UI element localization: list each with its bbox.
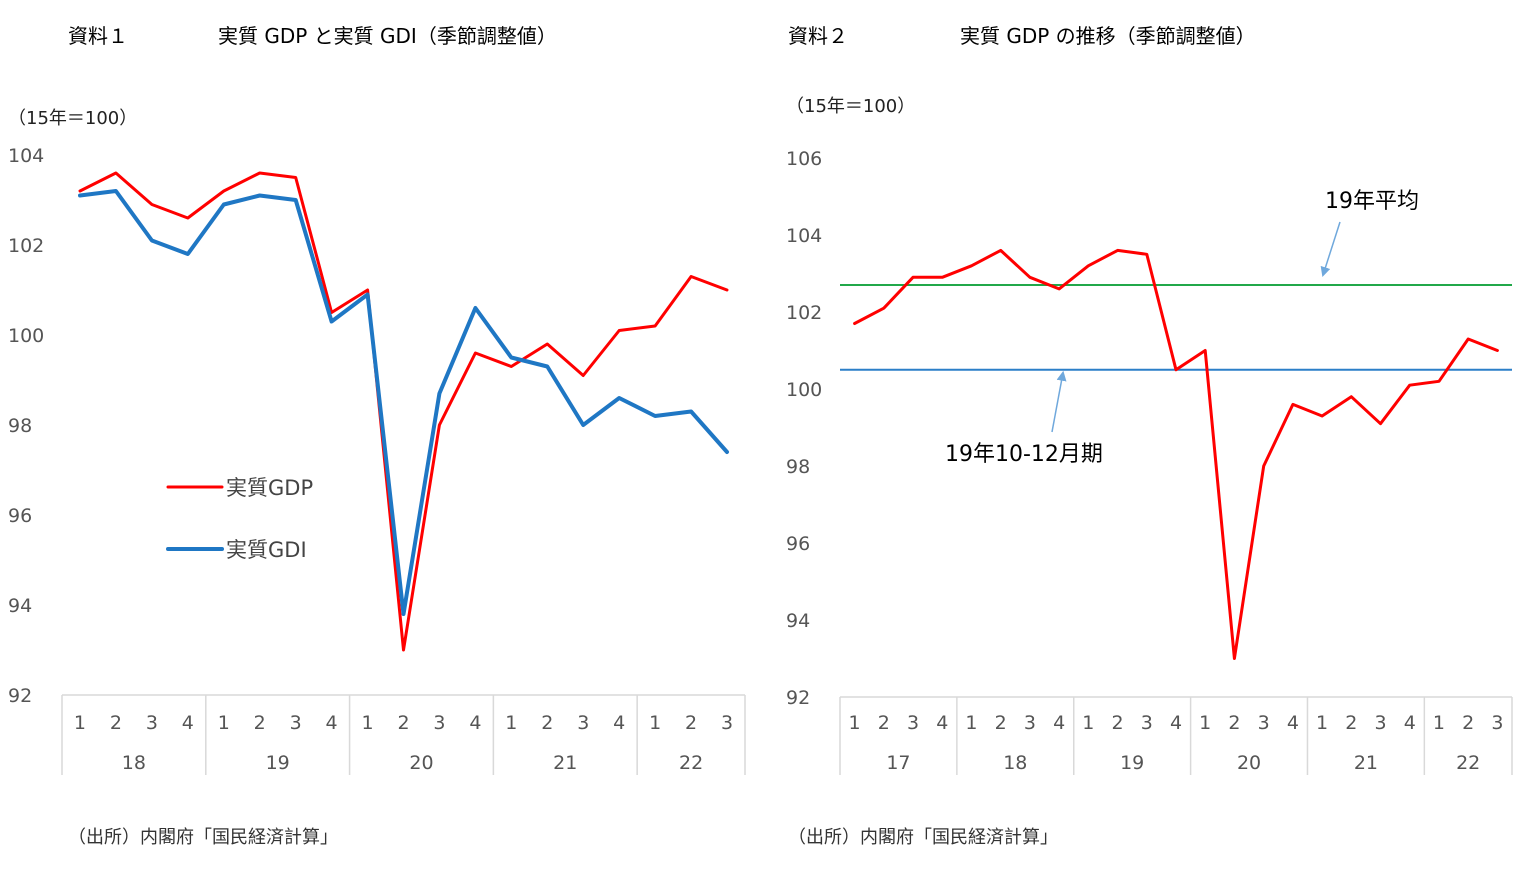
quarter-label: 4 <box>469 712 481 734</box>
y-tick-label: 92 <box>8 685 32 707</box>
quarter-label: 1 <box>218 712 230 734</box>
right-y-unit: （15年＝100） <box>786 96 916 117</box>
y-tick-label: 96 <box>8 505 32 527</box>
quarter-label: 4 <box>1287 712 1299 734</box>
quarter-label: 3 <box>146 712 158 734</box>
quarter-label: 2 <box>397 712 409 734</box>
quarter-label: 2 <box>110 712 122 734</box>
quarter-label: 1 <box>1433 712 1445 734</box>
y-tick-label: 104 <box>8 145 44 167</box>
quarter-label: 3 <box>433 712 445 734</box>
quarter-label: 3 <box>907 712 919 734</box>
series-line-gdi <box>78 189 729 616</box>
quarter-label: 4 <box>1404 712 1416 734</box>
avg-2019-annotation: 19年平均 <box>1325 189 1419 214</box>
y-tick-label: 94 <box>8 595 32 617</box>
year-label: 19 <box>266 752 290 774</box>
year-label: 18 <box>122 752 146 774</box>
y-tick-label: 102 <box>8 235 44 257</box>
right-source-note: （出所）内閣府「国民経済計算」 <box>788 827 1058 848</box>
y-tick-label: 98 <box>786 456 810 478</box>
right-chart-title: 実質 GDP の推移（季節調整値） <box>960 24 1256 48</box>
q4-2019-arrow <box>1051 370 1067 433</box>
y-tick-label: 96 <box>786 533 810 555</box>
quarter-label: 4 <box>182 712 194 734</box>
quarter-label: 1 <box>1316 712 1328 734</box>
series-line-gdp <box>853 248 1499 660</box>
year-label: 22 <box>1456 752 1480 774</box>
quarter-label: 2 <box>541 712 553 734</box>
quarter-label: 3 <box>1258 712 1270 734</box>
quarter-label: 4 <box>1053 712 1065 734</box>
y-tick-label: 94 <box>786 610 810 632</box>
quarter-label: 1 <box>1199 712 1211 734</box>
y-tick-label: 100 <box>786 379 822 401</box>
quarter-label: 3 <box>1024 712 1036 734</box>
quarter-label: 1 <box>649 712 661 734</box>
quarter-label: 1 <box>505 712 517 734</box>
quarter-label: 1 <box>965 712 977 734</box>
left-y-unit: （15年＝100） <box>8 108 138 129</box>
year-label: 21 <box>553 752 577 774</box>
quarter-label: 1 <box>849 712 861 734</box>
y-tick-label: 104 <box>786 225 822 247</box>
quarter-label: 2 <box>878 712 890 734</box>
year-label: 21 <box>1354 752 1378 774</box>
quarter-label: 2 <box>995 712 1007 734</box>
y-tick-label: 92 <box>786 687 810 709</box>
y-tick-label: 106 <box>786 148 822 170</box>
quarter-label: 3 <box>290 712 302 734</box>
quarter-label: 1 <box>74 712 86 734</box>
quarter-label: 3 <box>577 712 589 734</box>
legend-label-gdi: 実質GDI <box>226 538 307 562</box>
quarter-label: 2 <box>1112 712 1124 734</box>
left-chart-label: 資料１ <box>68 24 128 48</box>
quarter-label: 1 <box>362 712 374 734</box>
quarter-label: 2 <box>685 712 697 734</box>
year-label: 22 <box>679 752 703 774</box>
y-tick-label: 98 <box>8 415 32 437</box>
right-chart-label: 資料２ <box>788 24 848 48</box>
y-tick-label: 100 <box>8 325 44 347</box>
q4-2019-annotation: 19年10-12月期 <box>945 442 1103 467</box>
quarter-label: 4 <box>936 712 948 734</box>
year-label: 19 <box>1120 752 1144 774</box>
quarter-label: 3 <box>1374 712 1386 734</box>
quarter-label: 2 <box>1228 712 1240 734</box>
quarter-label: 4 <box>326 712 338 734</box>
quarter-label: 4 <box>1170 712 1182 734</box>
quarter-label: 4 <box>613 712 625 734</box>
year-label: 18 <box>1003 752 1027 774</box>
left-chart-title: 実質 GDP と実質 GDI（季節調整値） <box>218 24 557 48</box>
y-tick-label: 102 <box>786 302 822 324</box>
avg-2019-arrow <box>1320 221 1341 277</box>
quarter-label: 2 <box>1462 712 1474 734</box>
year-label: 20 <box>409 752 433 774</box>
legend-label-gdp: 実質GDP <box>226 476 313 500</box>
quarter-label: 1 <box>1082 712 1094 734</box>
series-line-gdp <box>78 171 729 652</box>
quarter-label: 3 <box>1141 712 1153 734</box>
quarter-label: 2 <box>1345 712 1357 734</box>
quarter-label: 3 <box>1491 712 1503 734</box>
quarter-label: 3 <box>721 712 733 734</box>
left-source-note: （出所）内閣府「国民経済計算」 <box>68 827 338 848</box>
quarter-label: 2 <box>254 712 266 734</box>
year-label: 17 <box>886 752 910 774</box>
year-label: 20 <box>1237 752 1261 774</box>
